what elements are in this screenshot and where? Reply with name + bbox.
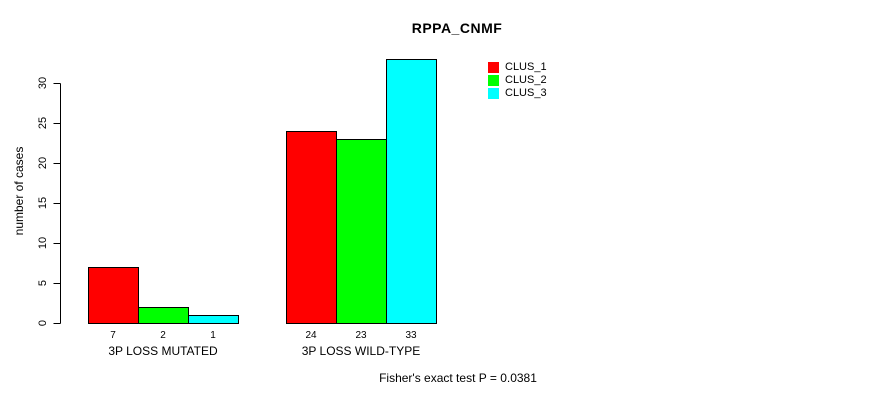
bar-clus_1-group1 [88, 267, 139, 324]
y-axis-tick-label: 20 [37, 157, 49, 169]
bar-value-label: 7 [110, 330, 116, 341]
bar-value-label: 33 [405, 330, 417, 341]
bar-clus_3-group2 [386, 59, 437, 324]
legend-item-clus_1: CLUS_1 [488, 61, 547, 74]
bar-clus_2-group2 [336, 139, 387, 324]
y-axis-tick-label: 15 [37, 197, 49, 209]
legend: CLUS_1 CLUS_2 CLUS_3 [488, 61, 547, 100]
legend-swatch-clus_3 [488, 88, 499, 99]
y-axis-tick-label: 30 [37, 77, 49, 89]
legend-item-clus_2: CLUS_2 [488, 74, 547, 87]
legend-item-clus_3: CLUS_3 [488, 87, 547, 100]
fisher-test-annotation: Fisher's exact test P = 0.0381 [379, 371, 537, 385]
bar-clus_3-group1 [188, 315, 239, 324]
bar-value-label: 24 [305, 330, 317, 341]
y-axis-tick-label: 25 [37, 117, 49, 129]
bar-clus_2-group1 [138, 307, 189, 324]
bar-value-label: 23 [355, 330, 367, 341]
legend-label: CLUS_2 [505, 74, 547, 86]
legend-swatch-clus_2 [488, 75, 499, 86]
chart-title: RPPA_CNMF [411, 20, 503, 36]
bar-value-label: 2 [160, 330, 166, 341]
y-axis-tick-label: 5 [37, 280, 49, 286]
legend-label: CLUS_1 [505, 61, 547, 73]
x-category-label: 3P LOSS MUTATED [108, 344, 218, 358]
legend-label: CLUS_3 [505, 87, 547, 99]
y-axis-tick-label: 0 [37, 320, 49, 326]
bar-clus_1-group2 [286, 131, 337, 324]
y-axis-tick-label: 10 [37, 237, 49, 249]
bar-value-label: 1 [210, 330, 216, 341]
x-category-label: 3P LOSS WILD-TYPE [302, 344, 420, 358]
legend-swatch-clus_1 [488, 62, 499, 73]
